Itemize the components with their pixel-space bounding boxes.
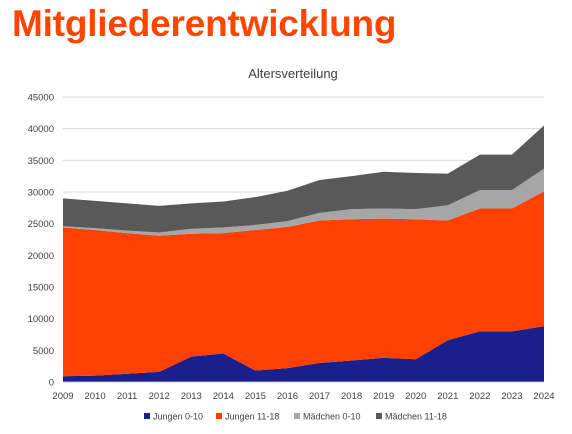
x-tick-label: 2012 (149, 391, 170, 402)
legend-label: Mädchen 0-10 (303, 412, 361, 422)
chart-title: Altersverteilung (248, 66, 338, 81)
x-tick-label: 2024 (533, 391, 554, 402)
legend: Jungen 0-10 Jungen 11-18 Mädchen 0-10 Mädch… (144, 412, 447, 422)
area-mädchen-11-18 (63, 125, 544, 233)
area-jungen-11-18 (63, 191, 544, 377)
x-tick-label: 2019 (373, 391, 394, 402)
x-tick-label: 2023 (501, 391, 522, 402)
y-tick-label: 20000 (28, 251, 54, 262)
x-tick-label: 2018 (341, 391, 362, 402)
x-tick-label: 2016 (277, 391, 298, 402)
area-series (63, 125, 544, 382)
y-tick-label: 10000 (28, 314, 54, 325)
legend-item: Jungen 0-10 (144, 412, 203, 422)
x-tick-label: 2017 (309, 391, 330, 402)
legend-label: Mädchen 11-18 (385, 412, 447, 422)
y-axis: 0 5000 10000 15000 20000 25000 30000 35000 40000… (28, 93, 54, 389)
legend-item: Mädchen 0-10 (294, 412, 361, 422)
legend-label: Jungen 0-10 (153, 412, 203, 422)
y-tick-label: 35000 (28, 156, 54, 167)
x-tick-label: 2022 (469, 391, 490, 402)
y-tick-label: 0 (49, 378, 54, 389)
area-mädchen-0-10 (63, 168, 544, 236)
x-tick-label: 2014 (213, 391, 234, 402)
y-tick-label: 45000 (28, 93, 54, 104)
y-tick-label: 15000 (28, 283, 54, 294)
x-tick-label: 2011 (117, 391, 137, 402)
x-tick-label: 2013 (181, 391, 202, 402)
x-tick-label: 2009 (52, 391, 73, 402)
legend-swatch (144, 413, 150, 419)
y-tick-label: 30000 (28, 188, 54, 199)
x-tick-label: 2015 (245, 391, 266, 402)
legend-item: Jungen 11-18 (216, 412, 279, 422)
page-title: Mitgliederentwicklung (12, 3, 397, 44)
x-axis: 2009 2010 2011 2012 2013 2014 2015 2016 2017 2018… (52, 381, 555, 402)
area-jungen-0-10 (63, 326, 544, 382)
legend-swatch (376, 413, 382, 419)
y-tick-label: 40000 (28, 124, 54, 135)
legend-swatch (294, 413, 300, 419)
x-tick-label: 2010 (84, 391, 105, 402)
legend-swatch (216, 413, 222, 419)
legend-label: Jungen 11-18 (225, 412, 279, 422)
legend-item: Mädchen 11-18 (376, 412, 447, 422)
x-tick-label: 2020 (405, 391, 426, 402)
y-tick-label: 25000 (28, 219, 54, 230)
x-tick-label: 2021 (437, 391, 458, 402)
y-tick-label: 5000 (33, 346, 54, 357)
